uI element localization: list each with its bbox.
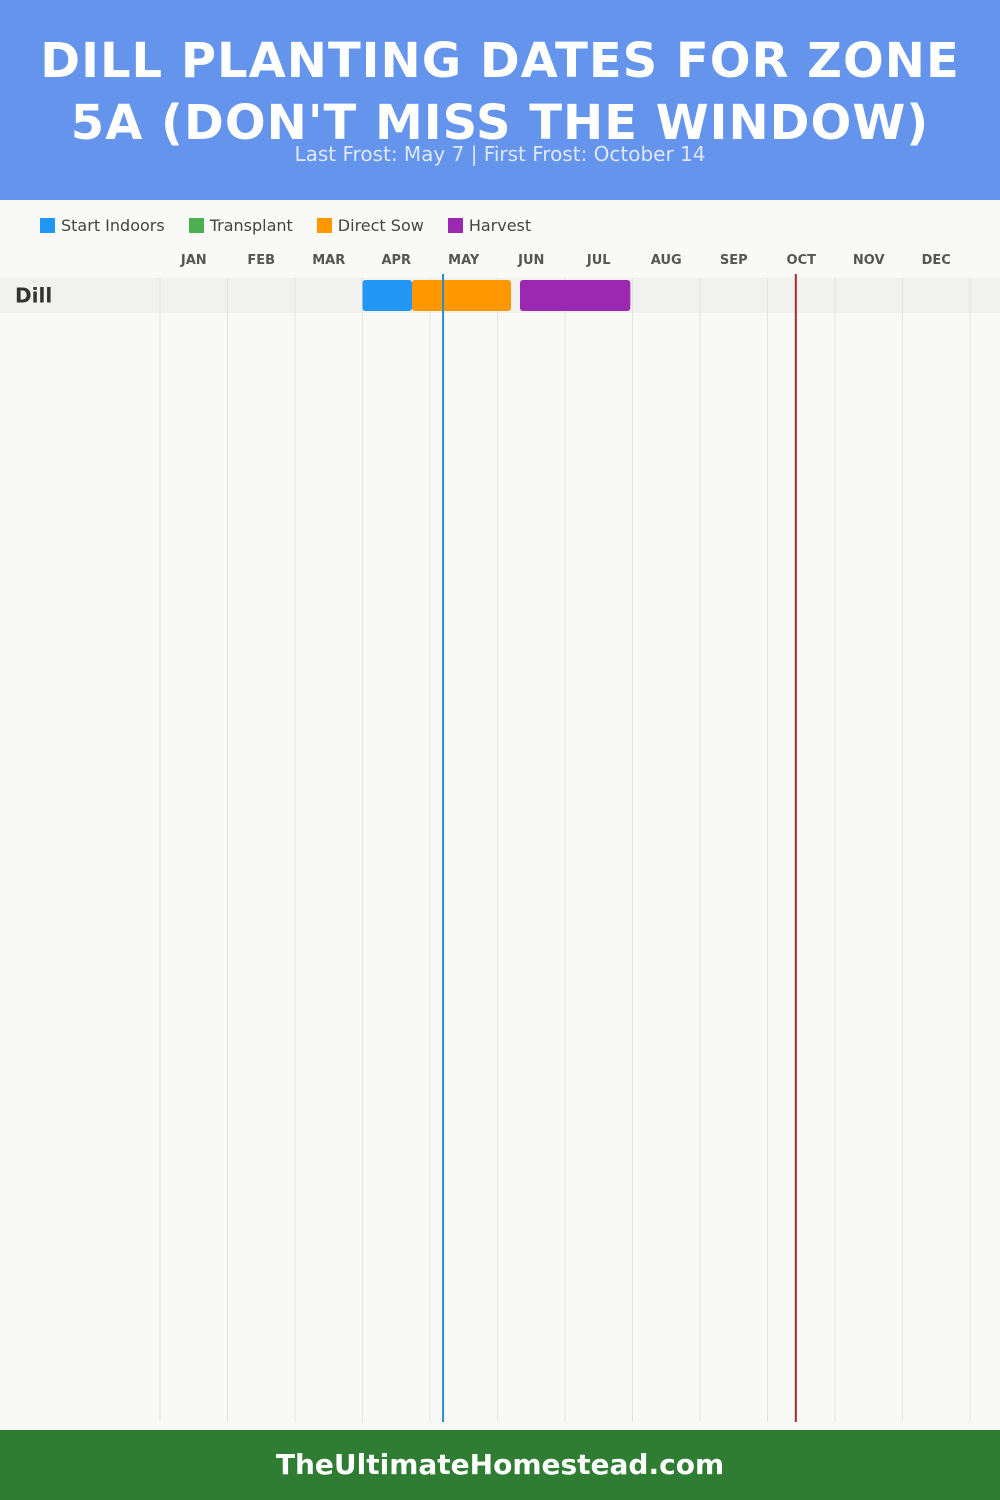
month-label: DEC	[922, 253, 951, 268]
legend-item-direct-sow: Direct Sow	[316, 215, 424, 235]
footer: TheUltimateHomestead.com	[0, 1430, 1000, 1500]
month-label: AUG	[651, 253, 682, 268]
legend-item-start-indoors: Start Indoors	[40, 216, 165, 235]
legend: Start Indoors Transplant Direct Sow Harv…	[40, 214, 555, 236]
month-label: NOV	[853, 253, 885, 268]
month-label: SEP	[720, 253, 748, 268]
month-label: OCT	[787, 253, 817, 268]
legend-swatch-start-indoors	[40, 217, 55, 233]
legend-label: Start Indoors	[61, 215, 165, 235]
bar-start-indoors	[362, 280, 412, 311]
legend-label: Harvest	[468, 215, 532, 235]
planting-calendar-chart: JAN FEB MAR APR MAY JUN JUL AUG SEP OCT NOV DEC Dill	[0, 253, 1000, 1422]
legend-swatch-direct-sow	[316, 217, 332, 233]
month-label: MAY	[448, 253, 480, 268]
legend-swatch-harvest	[447, 217, 463, 233]
month-label: MAR	[312, 253, 345, 268]
bar-harvest	[520, 280, 631, 311]
legend-swatch-transplant	[188, 217, 204, 233]
month-label: JUN	[517, 253, 544, 268]
month-label: JUL	[586, 253, 611, 268]
row-label: Dill	[15, 284, 52, 308]
month-label: JAN	[180, 253, 207, 268]
header: Dill Planting Dates for Zone 5A (Don't M…	[0, 0, 1000, 200]
bar-direct-sow	[412, 280, 511, 311]
month-label: FEB	[247, 253, 275, 268]
legend-label: Direct Sow	[337, 215, 424, 235]
page-title: Dill Planting Dates for Zone 5A (Don't M…	[40, 33, 960, 151]
frost-dates-subtitle: Last Frost: May 7 | First Frost: October…	[294, 142, 706, 166]
site-url: TheUltimateHomestead.com	[275, 1448, 725, 1481]
month-label: APR	[381, 253, 411, 268]
legend-label: Transplant	[209, 215, 293, 235]
legend-item-transplant: Transplant	[188, 215, 293, 235]
legend-item-harvest: Harvest	[447, 215, 532, 235]
